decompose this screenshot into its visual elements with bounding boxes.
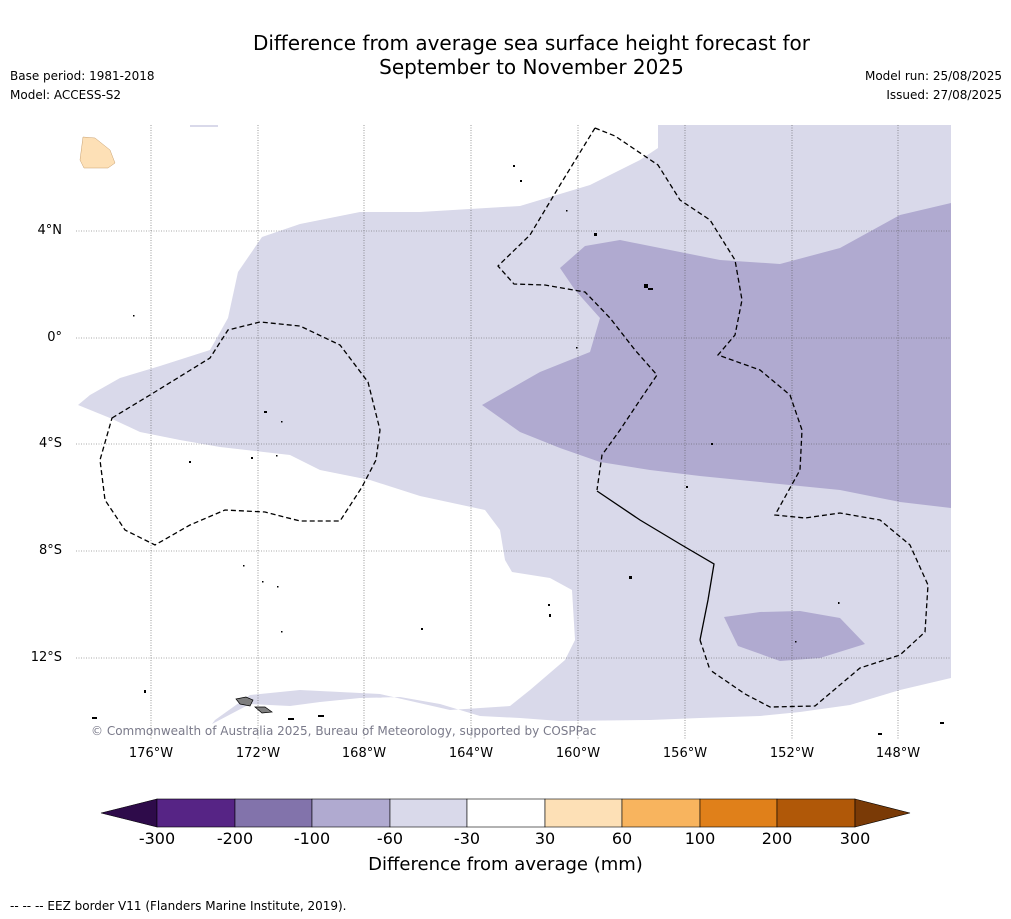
islands — [79, 136, 944, 735]
lat-label-12s: 12°S — [30, 650, 62, 665]
base-period: Base period: 1981-2018 — [10, 69, 155, 83]
island-land-1 — [235, 696, 254, 707]
anomaly-region-medium — [482, 203, 951, 508]
colorbar-title: Difference from average (mm) — [368, 854, 643, 875]
lon-label-148w: 148°W — [875, 746, 921, 761]
lon-label-160w: 160°W — [555, 746, 601, 761]
colorbar-tick: 30 — [534, 829, 556, 848]
lon-label-176w: 176°W — [128, 746, 174, 761]
lon-label-156w: 156°W — [662, 746, 708, 761]
meta-right: Model run: 25/08/2025 Issued: 27/08/2025 — [865, 67, 1002, 105]
lon-label-168w: 168°W — [341, 746, 387, 761]
colorbar-tick: -200 — [216, 829, 254, 848]
lon-label-152w: 152°W — [769, 746, 815, 761]
lon-label-164w: 164°W — [448, 746, 494, 761]
colorbar-tick: -60 — [376, 829, 404, 848]
lat-label-4n: 4°N — [37, 223, 63, 238]
map-title: Difference from average sea surface heig… — [0, 31, 1011, 79]
colorbar-tick: 300 — [839, 829, 871, 848]
island-land-2 — [254, 706, 273, 714]
colorbar-tick: -100 — [293, 829, 331, 848]
boundary-dashed-south — [699, 639, 711, 671]
lat-label-8s: 8°S — [38, 543, 62, 558]
eez-borders — [99, 127, 929, 708]
colorbar-bin-6 — [544, 798, 623, 828]
colorbar-bin-1 — [156, 798, 236, 828]
island-positive-anomaly — [79, 136, 116, 169]
graticule — [76, 125, 951, 740]
colorbar — [100, 798, 911, 828]
colorbar-bin-9 — [776, 798, 856, 828]
meta-left: Base period: 1981-2018 Model: ACCESS-S2 — [10, 67, 155, 105]
colorbar-tick: 100 — [684, 829, 716, 848]
lat-label-4s: 4°S — [38, 436, 62, 451]
lon-label-172w: 172°W — [235, 746, 281, 761]
colorbar-min-extend — [100, 798, 158, 828]
colorbar-bin-8 — [699, 798, 778, 828]
colorbar-bin-5 — [466, 798, 546, 828]
colorbar-tick: -300 — [138, 829, 176, 848]
colorbar-bin-3 — [311, 798, 391, 828]
map-title-line1: Difference from average sea surface heig… — [252, 31, 811, 55]
copyright-notice: © Commonwealth of Australia 2025, Bureau… — [91, 724, 597, 738]
colorbar-tick: -30 — [453, 829, 481, 848]
model-name: Model: ACCESS-S2 — [10, 88, 122, 102]
colorbar-bin-4 — [389, 798, 468, 828]
colorbar-tick: 60 — [611, 829, 633, 848]
anomaly-region-medium-south — [724, 611, 865, 661]
colorbar-max-extend — [854, 798, 911, 828]
eez-footnote: -- -- -- EEZ border V11 (Flanders Marine… — [10, 899, 347, 913]
model-run: Model run: 25/08/2025 — [864, 69, 1002, 83]
map-title-line2: September to November 2025 — [379, 55, 684, 79]
boundary-solid — [596, 490, 715, 641]
colorbar-bin-2 — [234, 798, 313, 828]
colorbar-tick: 200 — [761, 829, 793, 848]
colorbar-bin-7 — [621, 798, 701, 828]
issued-date: Issued: 27/08/2025 — [886, 88, 1002, 102]
lat-label-0: 0° — [47, 330, 62, 345]
